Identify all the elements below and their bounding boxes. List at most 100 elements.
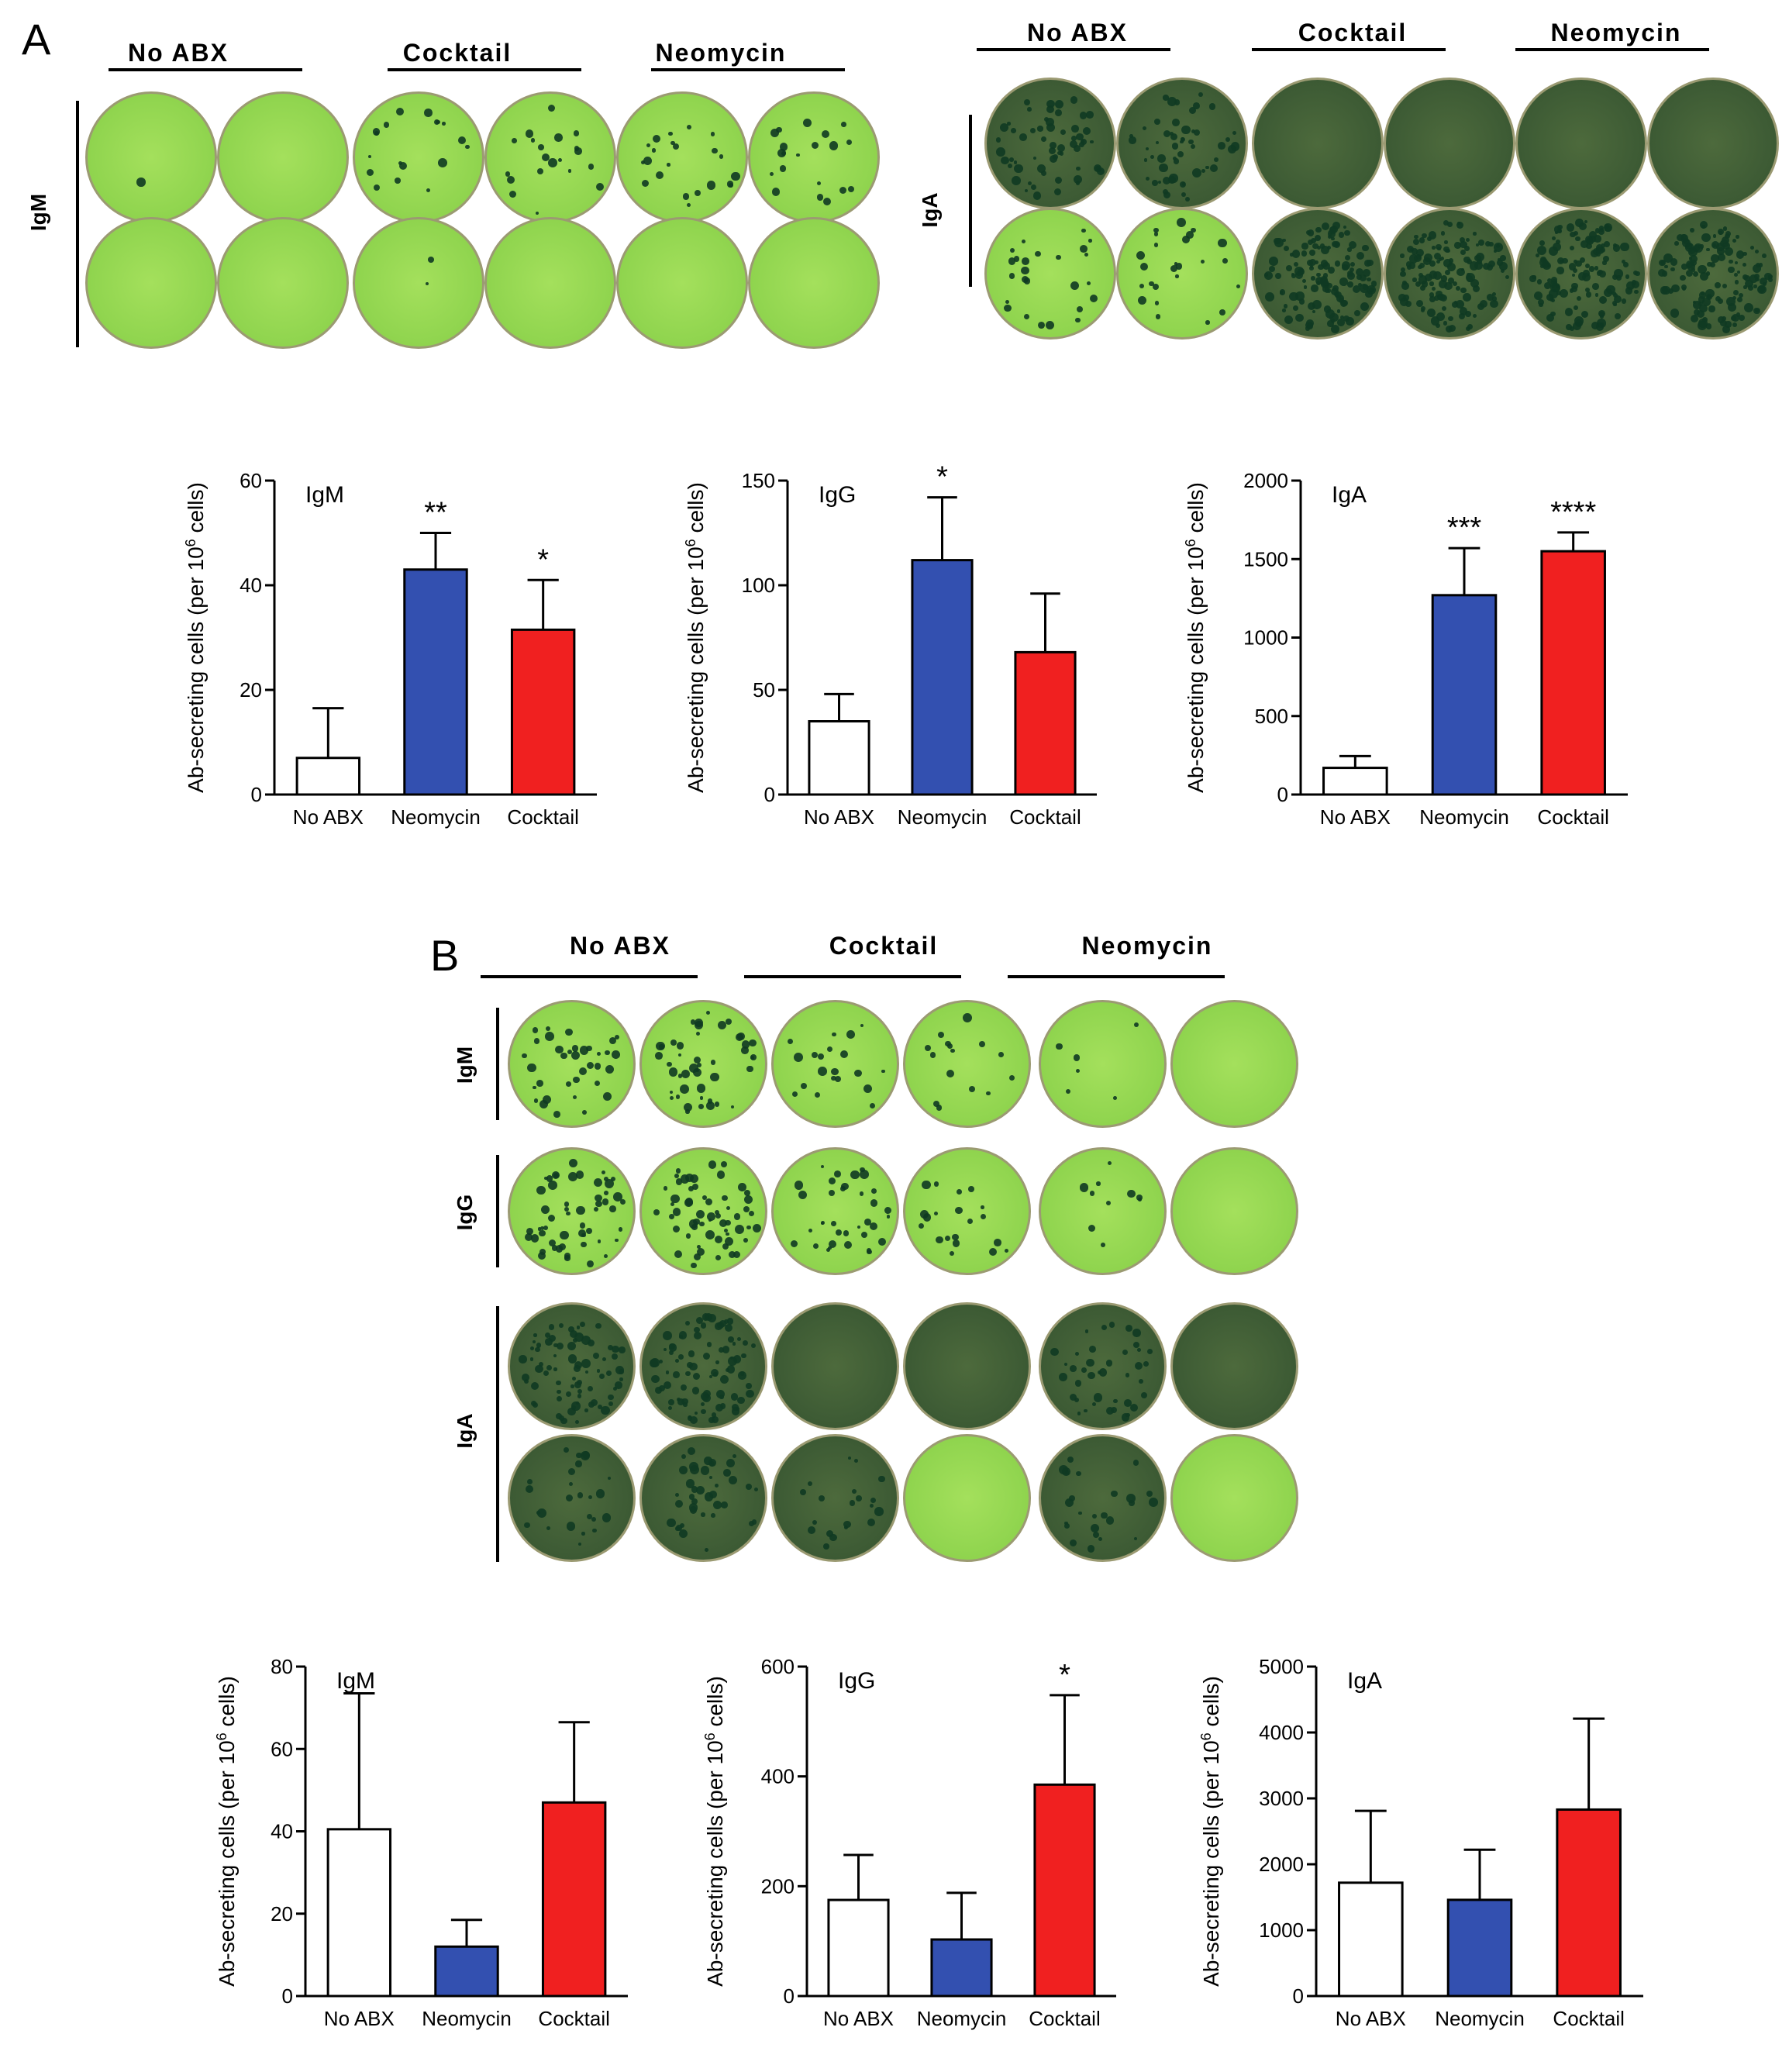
- elispot-well: [1170, 1434, 1298, 1562]
- bar-cocktail: [1033, 1783, 1096, 1998]
- elispot-well: [639, 1302, 767, 1430]
- elispot-well: [616, 91, 748, 223]
- elispot-well: [1252, 78, 1384, 209]
- row-label-iga: IgA: [918, 192, 942, 228]
- significance-marker: *: [537, 543, 549, 576]
- bar-cocktail: [541, 1801, 607, 1998]
- y-tick-label: 0: [764, 783, 775, 806]
- x-tick-label: No ABX: [324, 2007, 395, 2030]
- elispot-well: [1170, 1302, 1298, 1430]
- elispot-well: [508, 1000, 636, 1128]
- group-label: No ABX: [128, 39, 229, 67]
- group-underline: [977, 48, 1170, 51]
- elispot-well: [903, 1147, 1031, 1275]
- elispot-well: [903, 1434, 1031, 1562]
- y-tick-label: 0: [282, 1984, 293, 2008]
- y-tick-label: 80: [271, 1655, 293, 1678]
- elispot-well: [771, 1147, 899, 1275]
- significance-marker: *: [936, 461, 948, 494]
- elispot-plate-a-igm: No ABX Cocktail Neomycin IgM: [0, 0, 915, 357]
- significance-marker: **: [424, 497, 447, 529]
- elispot-well: [85, 217, 217, 349]
- y-tick-label: 0: [1277, 783, 1288, 806]
- elispot-well: [1039, 1302, 1167, 1430]
- y-tick-label: 60: [240, 469, 262, 492]
- elispot-well: [1116, 78, 1248, 209]
- y-tick-label: 500: [1255, 705, 1288, 728]
- y-tick-label: 2000: [1243, 469, 1288, 492]
- y-tick-label: 2000: [1259, 1853, 1304, 1876]
- panel-a-label: A: [22, 15, 51, 64]
- x-tick-label: Neomycin: [1435, 2007, 1525, 2030]
- chart-title: IgA: [1347, 1668, 1382, 1694]
- elispot-well: [903, 1302, 1031, 1430]
- elispot-well: [639, 1000, 767, 1128]
- group-label: Neomycin: [1550, 19, 1682, 47]
- elispot-well: [508, 1147, 636, 1275]
- bar-no-abx: [295, 757, 361, 796]
- group-underline: [109, 68, 302, 71]
- elispot-well: [748, 91, 880, 223]
- row-bracket: [969, 115, 972, 287]
- group-label: Cocktail: [1298, 19, 1408, 47]
- elispot-well: [771, 1302, 899, 1430]
- elispot-well: [1515, 208, 1647, 340]
- elispot-well: [903, 1000, 1031, 1128]
- elispot-well: [1039, 1147, 1167, 1275]
- chart-b-igg: Ab-secreting cells (per 106 cells) 0 200 40…: [702, 1655, 1116, 2030]
- elispot-well: [639, 1434, 767, 1562]
- y-tick-label: 200: [761, 1874, 795, 1898]
- x-tick-label: No ABX: [1336, 2007, 1406, 2030]
- elispot-well: [1252, 208, 1384, 340]
- elispot-well: [484, 217, 616, 349]
- y-tick-label: 100: [742, 574, 775, 597]
- y-axis-label: Ab-secreting cells (per 106 cells): [1183, 482, 1208, 793]
- x-tick-label: No ABX: [293, 805, 364, 829]
- y-tick-label: 50: [753, 678, 775, 702]
- elispot-well: [1647, 78, 1779, 209]
- elispot-well: [984, 208, 1116, 340]
- x-tick-label: Neomycin: [1419, 805, 1509, 829]
- elispot-well: [748, 217, 880, 349]
- bar-neomycin: [1446, 1898, 1513, 1998]
- elispot-well: [1170, 1000, 1298, 1128]
- bar-cocktail: [1556, 1808, 1622, 1998]
- group-underline: [1008, 975, 1225, 978]
- bar-cocktail: [1014, 650, 1077, 796]
- elispot-well: [353, 91, 484, 223]
- bar-cocktail: [1540, 550, 1606, 796]
- y-axis-label: Ab-secreting cells (per 106 cells): [1198, 1676, 1223, 1987]
- bar-no-abx: [1338, 1881, 1404, 1998]
- y-tick-label: 5000: [1259, 1655, 1304, 1678]
- y-tick-label: 1500: [1243, 547, 1288, 571]
- elispot-well: [508, 1302, 636, 1430]
- significance-marker: ****: [1550, 496, 1596, 529]
- x-tick-label: Cocktail: [1537, 805, 1608, 829]
- y-tick-label: 150: [742, 469, 775, 492]
- elispot-plate-b: No ABX Cocktail Neomycin IgM IgG IgA: [419, 922, 1349, 1566]
- bar-no-abx: [808, 720, 870, 796]
- elispot-well: [639, 1147, 767, 1275]
- y-axis-label: Ab-secreting cells (per 106 cells): [214, 1676, 239, 1987]
- group-underline: [1252, 48, 1446, 51]
- group-label: Neomycin: [655, 39, 787, 67]
- chart-title: IgA: [1332, 482, 1367, 508]
- elispot-well: [1515, 78, 1647, 209]
- row-bracket: [76, 101, 79, 347]
- elispot-well: [217, 91, 349, 223]
- bar-neomycin: [1431, 594, 1498, 796]
- elispot-well: [1039, 1000, 1167, 1128]
- y-axis-label: Ab-secreting cells (per 106 cells): [702, 1676, 727, 1987]
- x-tick-label: Neomycin: [391, 805, 481, 829]
- row-label-igm: IgM: [26, 193, 50, 232]
- elispot-well: [1647, 208, 1779, 340]
- x-tick-label: Neomycin: [898, 805, 988, 829]
- group-label: No ABX: [1027, 19, 1128, 47]
- elispot-well: [616, 217, 748, 349]
- elispot-well: [1384, 208, 1515, 340]
- row-bracket: [496, 1306, 499, 1562]
- y-tick-label: 60: [271, 1737, 293, 1760]
- bar-neomycin: [930, 1938, 993, 1998]
- y-tick-label: 0: [784, 1984, 795, 2008]
- x-tick-label: No ABX: [804, 805, 874, 829]
